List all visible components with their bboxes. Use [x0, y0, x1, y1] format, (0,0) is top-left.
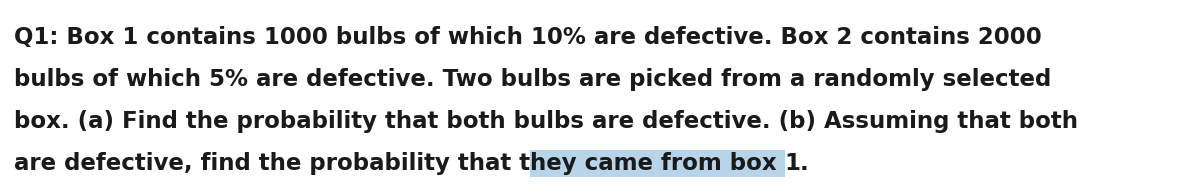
Text: bulbs of which 5% are defective. Two bulbs are picked from a randomly selected: bulbs of which 5% are defective. Two bul… — [14, 68, 1051, 91]
Bar — [530, 150, 785, 177]
Text: Q1: Box 1 contains 1000 bulbs of which 10% are defective. Box 2 contains 2000: Q1: Box 1 contains 1000 bulbs of which 1… — [14, 26, 1042, 49]
Text: 1.: 1. — [785, 152, 810, 175]
Text: are defective, find the probability that t: are defective, find the probability that… — [14, 152, 530, 175]
Text: box. (a) Find the probability that both bulbs are defective. (b) Assuming that b: box. (a) Find the probability that both … — [14, 110, 1078, 133]
Text: hey came from box: hey came from box — [530, 152, 785, 175]
